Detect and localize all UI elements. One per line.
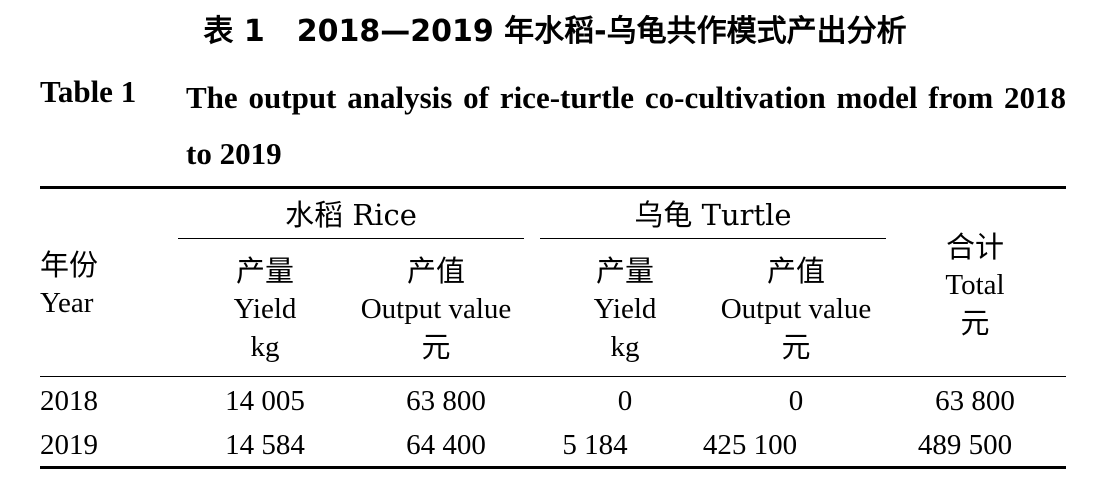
rice-yield-header-en: Yield xyxy=(233,293,297,325)
turtle-yield-header-cn: 产量 xyxy=(595,254,654,288)
rice-value-header: 产值 Output value 元 xyxy=(346,252,526,366)
rice-value-cell: 64 400 xyxy=(406,429,486,461)
turtle-yield-header: 产量 Yield kg xyxy=(550,252,700,366)
turtle-value-header-cn: 产值 xyxy=(766,254,825,288)
rice-value-cell: 63 800 xyxy=(406,385,486,417)
table-caption-cn-label: 表 1 xyxy=(203,14,265,49)
year-cell: 2019 xyxy=(40,429,98,461)
rice-group-rule xyxy=(178,238,524,239)
turtle-group-header: 乌龟 Turtle xyxy=(634,198,792,232)
year-column-header: 年份 Year xyxy=(40,246,160,322)
year-header-cn: 年份 xyxy=(40,248,99,282)
turtle-yield-header-en: Yield xyxy=(593,293,657,325)
total-column-header: 合计 Total 元 xyxy=(900,228,1050,342)
rice-value-header-unit: 元 xyxy=(421,330,451,364)
table-caption-cn: 表 1 2018—2019 年水稻-乌龟共作模式产出分析 xyxy=(0,12,1110,52)
turtle-yield-cell: 0 xyxy=(617,385,633,417)
turtle-value-cell: 425 100 xyxy=(702,429,798,461)
rice-group-header: 水稻 Rice xyxy=(285,198,417,232)
turtle-value-header-unit: 元 xyxy=(781,330,811,364)
table-caption-en-label: Table 1 xyxy=(40,74,137,109)
table-bottom-rule xyxy=(40,466,1066,469)
rice-yield-cell: 14 584 xyxy=(225,429,305,461)
table-top-rule xyxy=(40,186,1066,189)
total-header-en: Total xyxy=(945,269,1005,301)
total-cell: 489 500 xyxy=(917,429,1013,461)
table-caption-cn-title: 2018—2019 年水稻-乌龟共作模式产出分析 xyxy=(296,14,907,49)
rice-yield-header-cn: 产量 xyxy=(235,254,294,288)
rice-value-header-cn: 产值 xyxy=(406,254,465,288)
rice-value-header-en: Output value xyxy=(360,293,512,325)
total-header-unit: 元 xyxy=(960,306,990,340)
turtle-value-cell: 0 xyxy=(788,385,804,417)
turtle-value-header-en: Output value xyxy=(720,293,872,325)
total-header-cn: 合计 xyxy=(945,230,1004,264)
year-header-en: Year xyxy=(40,287,94,319)
table-caption-en-title: The output analysis of rice-turtle co-cu… xyxy=(186,80,1066,171)
rice-yield-header-unit: kg xyxy=(250,331,280,363)
total-cell: 63 800 xyxy=(935,385,1015,417)
year-cell: 2018 xyxy=(40,385,98,417)
turtle-yield-cell: 5 184 xyxy=(562,429,628,461)
turtle-group-rule xyxy=(540,238,886,239)
turtle-yield-header-unit: kg xyxy=(610,331,640,363)
rice-yield-cell: 14 005 xyxy=(225,385,305,417)
rice-yield-header: 产量 Yield kg xyxy=(190,252,340,366)
turtle-value-header: 产值 Output value 元 xyxy=(706,252,886,366)
header-bottom-rule xyxy=(40,376,1066,377)
